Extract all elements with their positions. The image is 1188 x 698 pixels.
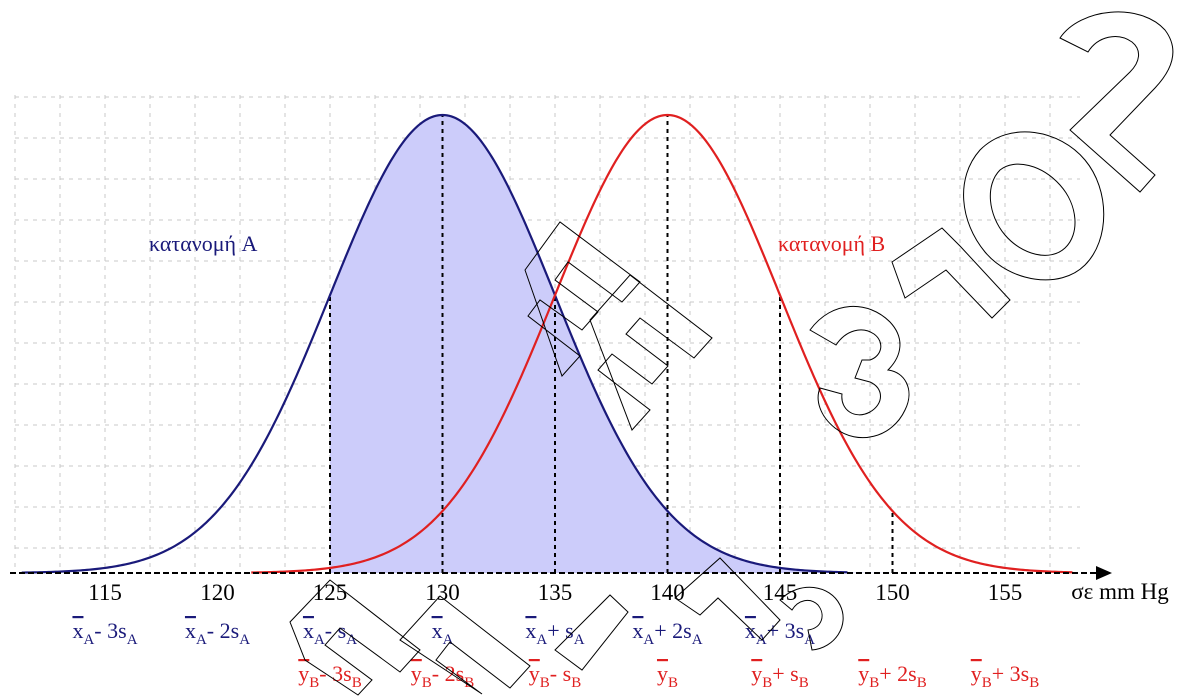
watermark-outline [809, 305, 910, 439]
series-a-curve [21, 113, 848, 574]
series-label-b: κατανομή B [778, 231, 885, 256]
stat-label-a: xA- 3sA [72, 618, 137, 648]
x-axis-unit-label: σε mm Hg [1071, 579, 1169, 604]
stat-label-b: yB- sB [529, 661, 581, 691]
watermark-outline [891, 227, 1011, 319]
x-tick-labels: 115 120 125 130 135 140 145 150 155 [88, 580, 1022, 605]
x-tick-label: 150 [875, 580, 910, 605]
series-a-shaded-area [330, 115, 893, 573]
stat-label-b: yB- 2sB [411, 661, 474, 691]
watermark-outline [289, 579, 421, 696]
watermark-outline [589, 274, 713, 431]
stat-label-a: xA- sA [303, 618, 357, 648]
watermark-outline [779, 586, 844, 651]
x-tick-label: 130 [425, 580, 460, 605]
x-axis-arrowhead [1096, 566, 1112, 580]
watermark [289, 11, 1174, 696]
watermark-outline [524, 221, 641, 377]
stat-label-a: xA [432, 618, 454, 648]
x-tick-label: 115 [88, 580, 122, 605]
stat-label-a: xA+ sA [525, 618, 584, 648]
curves [21, 113, 1073, 574]
stat-label-b: yB- 3sB [298, 661, 361, 691]
x-tick-label: 145 [763, 580, 798, 605]
series-label-a: κατανομή A [149, 231, 258, 256]
watermark-outline [554, 594, 629, 671]
x-tick-label: 155 [988, 580, 1023, 605]
watermark-outline [674, 557, 781, 641]
stat-label-b: yB+ 2sB [858, 661, 927, 691]
watermark-outline [1059, 11, 1174, 193]
x-tick-label: 120 [200, 580, 235, 605]
stat-label-a: xA+ 3sA [745, 618, 815, 648]
watermark-outline [399, 595, 531, 695]
stat-label-a: xA+ 2sA [632, 618, 702, 648]
watermark-outline [963, 131, 1105, 281]
x-tick-label: 135 [538, 580, 573, 605]
stat-label-a: xA- 2sA [185, 618, 250, 648]
stat-label-b: yB [657, 661, 678, 691]
stat-label-b: yB+ 3sB [971, 661, 1040, 691]
x-axis [10, 566, 1112, 580]
series-b-curve [251, 113, 1073, 574]
shaded-areas [330, 115, 893, 573]
stat-label-b: yB+ sB [751, 661, 809, 691]
stat-labels: xA- 3sA xA- 2sA xA- sA xA xA+ sA xA+ 2sA xA+ 3… [72, 618, 1039, 691]
